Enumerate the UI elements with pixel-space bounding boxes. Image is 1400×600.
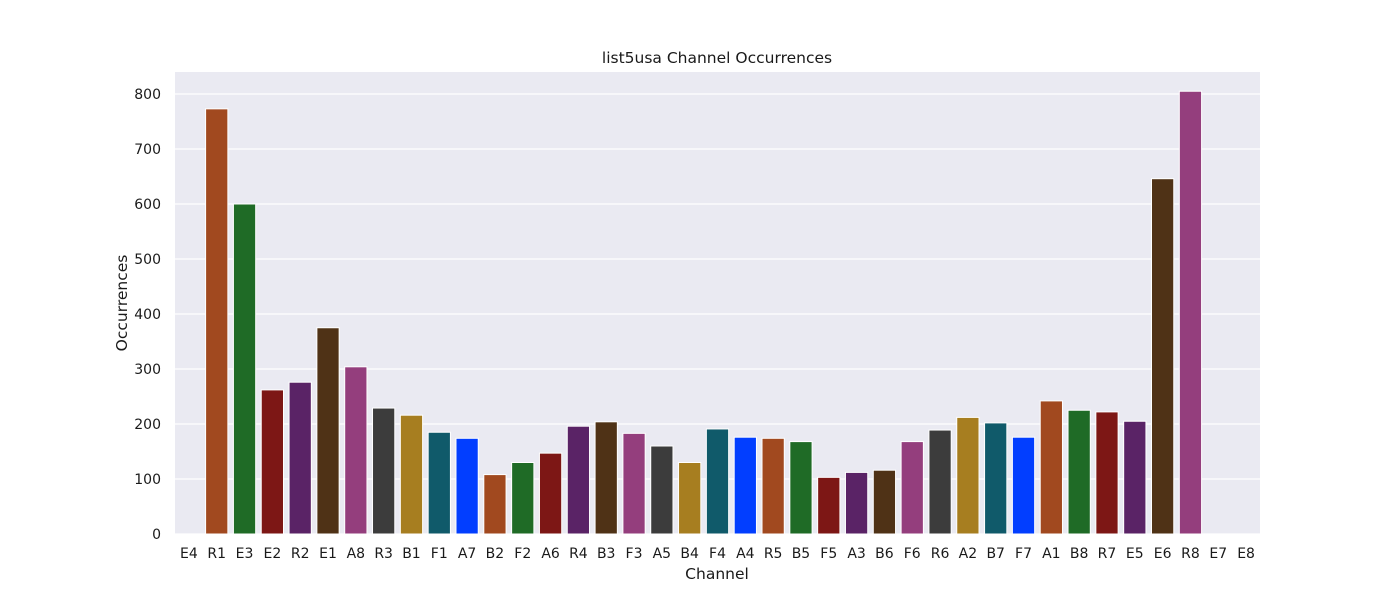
bar-A4 bbox=[733, 436, 757, 535]
y-tick-label: 100 bbox=[134, 472, 161, 488]
bar-R5 bbox=[761, 437, 785, 535]
x-tick-label: A6 bbox=[541, 546, 560, 562]
bar-R4 bbox=[566, 425, 591, 535]
bar-A1 bbox=[1039, 400, 1063, 535]
x-tick-label: B7 bbox=[986, 546, 1005, 562]
x-tick-label: R8 bbox=[1181, 546, 1200, 562]
x-tick-label: B2 bbox=[486, 546, 505, 562]
bar-A6 bbox=[538, 452, 563, 535]
x-tick-label: E5 bbox=[1126, 546, 1144, 562]
bar-E1 bbox=[316, 327, 340, 535]
y-tick-label: 0 bbox=[152, 527, 161, 543]
bar-R3 bbox=[372, 407, 396, 535]
x-tick-label: A1 bbox=[1042, 546, 1060, 562]
x-tick-label: B3 bbox=[597, 546, 616, 562]
x-tick-label: R2 bbox=[291, 546, 310, 562]
y-tick-label: 500 bbox=[134, 252, 161, 268]
bar-A3 bbox=[844, 471, 869, 535]
y-tick-label: 200 bbox=[134, 417, 161, 433]
x-tick-label: A3 bbox=[847, 546, 865, 562]
y-axis-ticks: 0 100 200 300 400 500 600 700 800 bbox=[134, 87, 161, 543]
bar-R7 bbox=[1095, 411, 1119, 535]
x-tick-label: A4 bbox=[736, 546, 755, 562]
bar-F1 bbox=[427, 431, 451, 535]
x-tick-label: A8 bbox=[347, 546, 365, 562]
x-tick-label: R4 bbox=[569, 546, 588, 562]
bar-A2 bbox=[956, 416, 980, 535]
bar-B2 bbox=[483, 474, 507, 535]
x-tick-label: F6 bbox=[904, 546, 921, 562]
bar-B5 bbox=[789, 441, 813, 535]
bar-E3 bbox=[232, 203, 257, 535]
x-tick-label: F1 bbox=[431, 546, 448, 562]
bar-B4 bbox=[678, 462, 702, 535]
bar-E6 bbox=[1151, 178, 1175, 535]
bar-R2 bbox=[288, 381, 312, 535]
x-tick-label: F3 bbox=[626, 546, 643, 562]
x-axis-label: Channel bbox=[685, 565, 749, 583]
bar-B7 bbox=[984, 422, 1008, 535]
x-tick-label: F7 bbox=[1015, 546, 1032, 562]
bar-F3 bbox=[622, 432, 646, 535]
bar-B8 bbox=[1067, 409, 1091, 535]
x-tick-label: B6 bbox=[875, 546, 894, 562]
x-tick-label: R5 bbox=[764, 546, 783, 562]
x-tick-label: E6 bbox=[1154, 546, 1172, 562]
x-axis-ticks: E4 R1 E3 E2 R2 E1 A8 R3 B1 F1 A7 B2 F2 A6 R4 B3 F3 A5 B4 F4… bbox=[180, 546, 1255, 562]
bar-R6 bbox=[928, 429, 952, 535]
x-tick-label: E3 bbox=[236, 546, 254, 562]
x-tick-label: R1 bbox=[207, 546, 226, 562]
x-tick-label: A7 bbox=[458, 546, 476, 562]
bar-A5 bbox=[650, 445, 674, 535]
x-tick-label: B4 bbox=[680, 546, 699, 562]
x-tick-label: E7 bbox=[1209, 546, 1227, 562]
y-axis-label: Occurrences bbox=[113, 255, 131, 352]
y-tick-label: 800 bbox=[134, 87, 161, 103]
bar-F6 bbox=[900, 441, 924, 535]
bar-B6 bbox=[872, 469, 897, 535]
y-tick-label: 400 bbox=[134, 307, 161, 323]
x-tick-label: A2 bbox=[959, 546, 977, 562]
bars bbox=[205, 90, 1203, 535]
bar-E2 bbox=[260, 389, 285, 535]
bar-F4 bbox=[705, 428, 730, 535]
bar-A7 bbox=[455, 437, 479, 535]
x-tick-label: R7 bbox=[1098, 546, 1117, 562]
x-tick-label: B5 bbox=[792, 546, 811, 562]
x-tick-label: R6 bbox=[931, 546, 950, 562]
x-tick-label: E1 bbox=[319, 546, 337, 562]
bar-R1 bbox=[205, 108, 229, 535]
x-tick-label: F2 bbox=[514, 546, 531, 562]
bar-E5 bbox=[1123, 420, 1147, 535]
bar-A8 bbox=[344, 366, 368, 535]
x-tick-label: E8 bbox=[1237, 546, 1255, 562]
y-tick-label: 700 bbox=[134, 142, 161, 158]
x-tick-label: E4 bbox=[180, 546, 198, 562]
bar-B3 bbox=[594, 421, 618, 535]
y-tick-label: 600 bbox=[134, 197, 161, 213]
bar-F2 bbox=[511, 462, 535, 535]
y-tick-label: 300 bbox=[134, 362, 161, 378]
x-tick-label: A5 bbox=[653, 546, 671, 562]
bar-F5 bbox=[817, 476, 841, 535]
bar-F7 bbox=[1011, 436, 1036, 535]
x-tick-label: R3 bbox=[374, 546, 393, 562]
x-tick-label: B1 bbox=[402, 546, 421, 562]
chart-title: list5usa Channel Occurrences bbox=[602, 49, 832, 67]
x-tick-label: B8 bbox=[1070, 546, 1089, 562]
bar-B1 bbox=[399, 414, 424, 535]
bar-R8 bbox=[1178, 90, 1203, 535]
x-tick-label: F5 bbox=[820, 546, 837, 562]
x-tick-label: E2 bbox=[263, 546, 281, 562]
x-tick-label: F4 bbox=[709, 546, 726, 562]
